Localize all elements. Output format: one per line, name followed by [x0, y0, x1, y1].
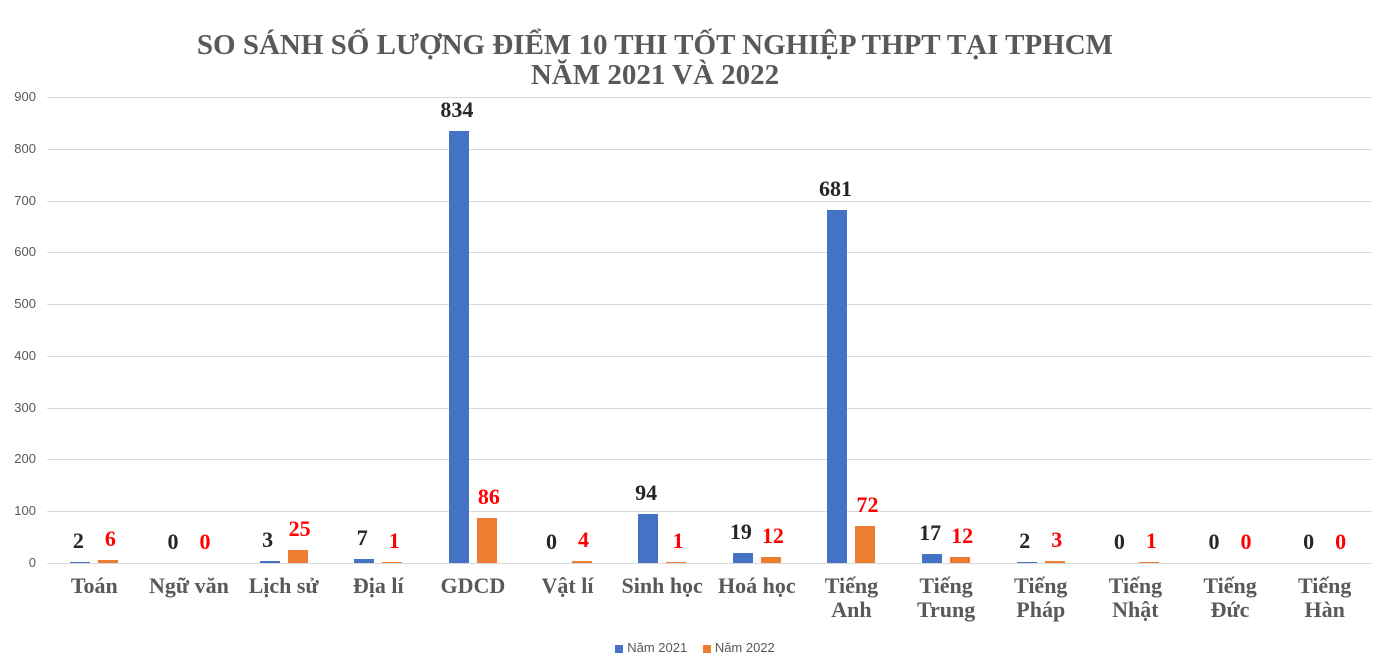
data-label-2021: 0 — [167, 529, 179, 554]
data-label-2021: 7 — [356, 525, 368, 551]
gridline — [47, 407, 1372, 409]
bar-2022 — [287, 550, 308, 563]
data-label-2021: 0 — [1113, 529, 1125, 554]
bar-2021 — [1016, 561, 1037, 563]
y-tick-label: 200 — [14, 451, 36, 467]
bar-2021 — [354, 559, 375, 563]
y-tick-label: 500 — [14, 296, 36, 312]
gridline — [47, 511, 1372, 513]
data-label-2022: 12 — [761, 522, 784, 548]
bar-2021 — [922, 554, 943, 563]
x-tick-label: Tiếng Anh — [824, 573, 879, 622]
bar-2022 — [476, 518, 497, 563]
y-tick-label: 300 — [14, 399, 36, 415]
legend-item-2022: Năm 2022 — [702, 640, 775, 655]
data-label-2021: 0 — [546, 529, 558, 554]
data-label-2021: 19 — [729, 519, 752, 545]
data-label-2021: 94 — [635, 480, 658, 506]
x-tick-label: Hoá học — [718, 573, 796, 598]
y-tick-label: 0 — [28, 555, 36, 570]
bar-2022 — [1044, 561, 1065, 563]
x-tick-label: Tiếng Hàn — [1297, 573, 1352, 622]
data-label-2021: 0 — [1208, 529, 1220, 554]
bar-2021 — [448, 131, 469, 563]
data-label-2022: 0 — [1335, 529, 1347, 554]
bar-2021 — [732, 553, 753, 563]
bar-2022 — [760, 556, 781, 563]
bar-2021 — [638, 514, 659, 563]
legend-swatch-2021 — [615, 644, 624, 653]
data-label-2022: 1 — [1145, 528, 1157, 554]
y-tick-label: 100 — [14, 503, 36, 519]
data-label-2022: 3 — [1051, 527, 1063, 553]
x-tick-label: Tiếng Pháp — [1014, 573, 1068, 622]
data-label-2022: 0 — [1240, 529, 1252, 554]
bar-2022 — [666, 561, 687, 563]
gridline — [47, 459, 1372, 461]
x-tick-label: Toán — [70, 573, 118, 598]
gridline — [47, 252, 1372, 254]
legend-item-2021: Năm 2021 — [615, 640, 687, 655]
y-tick-label: 700 — [14, 192, 36, 208]
data-label-2021: 0 — [1303, 529, 1315, 554]
chart-title-line-2: NĂM 2021 VÀ 2022 — [530, 59, 780, 91]
data-label-2022: 1 — [672, 528, 684, 554]
bar-2021 — [827, 210, 848, 563]
data-label-2022: 6 — [104, 525, 116, 551]
y-tick-label: 800 — [14, 140, 36, 156]
x-tick-label: GDCD — [440, 573, 506, 598]
data-label-2022: 12 — [951, 522, 974, 548]
gridline — [47, 355, 1372, 357]
data-label-2021: 3 — [262, 527, 274, 553]
x-tick-label: Địa lí — [352, 573, 404, 598]
x-tick-label: Tiếng Nhật — [1108, 573, 1163, 622]
data-label-2021: 2 — [72, 527, 84, 553]
x-tick-label: Lịch sử — [248, 573, 319, 598]
gridline — [47, 97, 1372, 98]
data-label-2022: 4 — [578, 526, 590, 552]
data-label-2022: 72 — [856, 491, 879, 517]
gridline — [47, 563, 1372, 564]
gridline — [47, 148, 1372, 150]
x-tick-label: Sinh học — [621, 573, 703, 598]
data-label-2022: 25 — [288, 516, 311, 542]
gridline — [47, 304, 1372, 306]
data-label-2021: 2 — [1019, 527, 1031, 553]
legend-label-2021: Năm 2021 — [627, 640, 688, 655]
data-label-2021: 17 — [919, 520, 942, 546]
chart-title-line-1: SO SÁNH SỐ LƯỢNG ĐIỂM 10 THI TỐT NGHIỆP … — [196, 29, 1114, 61]
legend-swatch-2022 — [702, 644, 711, 653]
y-tick-label: 900 — [14, 89, 36, 104]
legend-label-2022: Năm 2022 — [714, 640, 775, 655]
data-label-2022: 86 — [477, 484, 500, 510]
legend: Năm 2021 Năm 2022 — [0, 640, 1390, 655]
data-label-2021: 834 — [440, 97, 474, 123]
x-tick-label: Vật lí — [541, 573, 594, 598]
plot-area: 2 6 0 0 3 25 7 1 834 86 0 4 94 1 19 12 681 72 17 12 2 3 0 1 0 0 0 0 — [47, 97, 1372, 564]
bar-2022 — [855, 525, 876, 563]
bar-2021 — [70, 561, 91, 563]
bar-2022 — [98, 559, 119, 563]
gridline — [47, 200, 1372, 202]
x-tick-label: Tiếng Trung — [916, 573, 976, 622]
x-tick-label: Tiếng Đức — [1203, 573, 1257, 622]
y-tick-label: 400 — [14, 347, 36, 363]
bar-2022 — [950, 556, 971, 563]
data-label-2022: 1 — [388, 528, 400, 554]
x-tick-label: Ngữ văn — [149, 573, 229, 598]
data-label-2022: 0 — [199, 529, 211, 554]
bar-2022 — [382, 561, 403, 563]
bar-2022 — [571, 560, 592, 563]
bar-2021 — [259, 561, 280, 563]
y-tick-label: 600 — [14, 244, 36, 260]
bar-2022 — [1139, 561, 1160, 563]
data-label-2021: 681 — [818, 176, 852, 202]
